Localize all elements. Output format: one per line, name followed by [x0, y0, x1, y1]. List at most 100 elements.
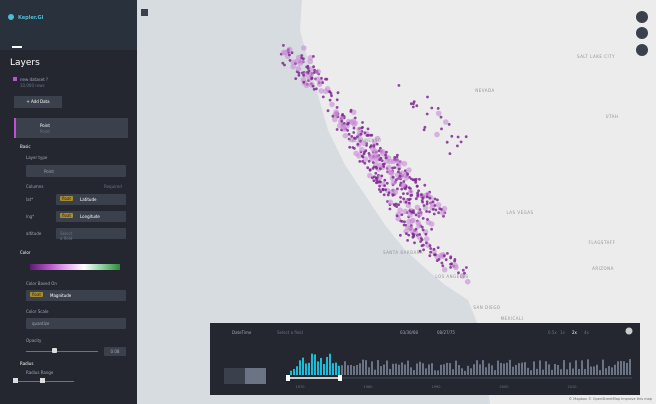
histogram-bar — [494, 370, 496, 375]
point — [414, 204, 421, 211]
point — [367, 152, 371, 155]
layer-header[interactable] — [14, 118, 128, 138]
color-field-select[interactable] — [26, 290, 126, 301]
speed-option[interactable]: 1x — [560, 330, 566, 335]
point — [307, 58, 314, 65]
layer-sub: Point — [40, 129, 50, 134]
layer-type-select[interactable] — [26, 165, 126, 177]
histogram-bar — [515, 364, 517, 375]
settings[interactable] — [625, 327, 633, 335]
histogram-bar — [563, 360, 565, 375]
point — [335, 106, 339, 109]
point — [376, 180, 379, 184]
point — [313, 68, 317, 72]
histogram-bar — [476, 360, 478, 375]
histogram-bar — [620, 360, 622, 375]
map-control[interactable] — [636, 27, 648, 39]
point — [315, 87, 318, 91]
histogram-bar — [542, 369, 544, 375]
point — [368, 168, 372, 172]
point — [436, 246, 440, 250]
point — [390, 158, 397, 165]
point — [429, 250, 432, 254]
point — [423, 125, 427, 129]
histogram-bar — [488, 363, 490, 375]
point — [402, 223, 406, 227]
point — [393, 156, 397, 159]
map-control[interactable] — [636, 44, 648, 56]
point — [375, 142, 379, 146]
speed-option[interactable]: 0.5x — [548, 330, 557, 335]
slider-handle[interactable] — [13, 378, 18, 383]
point — [328, 98, 332, 102]
histogram-bar — [341, 365, 343, 375]
speed-option[interactable]: 2x — [572, 330, 578, 335]
point — [409, 194, 413, 197]
point — [396, 153, 399, 157]
point — [399, 233, 402, 237]
layer-name: Point — [40, 123, 50, 128]
point — [397, 170, 400, 174]
field-select[interactable]: Select a field — [277, 330, 303, 335]
histogram-bar — [305, 363, 307, 375]
color-ramp[interactable] — [30, 264, 120, 270]
slider-handle[interactable] — [40, 378, 45, 383]
range-handle[interactable] — [338, 375, 342, 381]
histogram-bar — [614, 364, 616, 375]
histogram-bar — [404, 364, 406, 375]
collapse-button[interactable] — [141, 9, 148, 16]
map-label: FLAGSTAFF — [589, 240, 616, 245]
point — [361, 160, 365, 163]
pause-button[interactable] — [245, 368, 266, 384]
point — [305, 65, 309, 69]
point — [282, 44, 285, 47]
point — [412, 102, 415, 105]
point — [463, 271, 466, 275]
opacity-slider[interactable] — [26, 351, 98, 352]
point — [431, 207, 435, 211]
tab-active[interactable] — [12, 46, 22, 48]
histogram-bar — [338, 365, 340, 375]
histogram-bar — [407, 360, 409, 375]
point — [400, 213, 404, 217]
speed-option[interactable]: 4x — [584, 330, 590, 335]
point — [342, 132, 349, 139]
map-labels: NEVADA UTAH SALT LAKE CITY SACRAMENTO LAS VE… — [349, 54, 619, 321]
point — [425, 195, 429, 199]
color-scale-select[interactable] — [26, 318, 126, 329]
histogram-bar — [314, 354, 316, 375]
point — [406, 167, 412, 173]
map-label: UTAH — [606, 114, 619, 119]
map-control[interactable] — [636, 11, 648, 23]
field-select[interactable] — [56, 211, 126, 222]
point — [403, 169, 407, 173]
histogram-bar — [290, 370, 292, 375]
opacity-value[interactable]: 0.08 — [104, 347, 126, 356]
point — [395, 178, 398, 182]
point — [446, 252, 449, 255]
add-data-button[interactable]: + Add Data — [14, 96, 62, 108]
point — [346, 122, 349, 126]
point — [445, 140, 449, 144]
point — [295, 65, 302, 72]
point — [324, 77, 327, 81]
field-select[interactable] — [56, 194, 126, 205]
point — [456, 135, 460, 139]
point — [383, 178, 387, 182]
point — [318, 88, 325, 94]
point — [397, 167, 401, 171]
range-handle[interactable] — [286, 375, 290, 381]
point — [449, 266, 452, 269]
point — [333, 109, 340, 115]
timeline: DateTime Select a field 03/30/68 08/27/7… — [210, 323, 640, 395]
dataset-name: new dataset ? — [20, 77, 49, 82]
field-select[interactable] — [56, 228, 126, 239]
label: Columns — [26, 184, 44, 189]
point — [410, 217, 416, 224]
point — [395, 215, 402, 222]
slider-handle[interactable] — [52, 348, 57, 353]
histogram-bar — [302, 357, 304, 375]
point — [440, 127, 443, 131]
histogram-bar — [587, 359, 589, 375]
point — [425, 202, 429, 206]
